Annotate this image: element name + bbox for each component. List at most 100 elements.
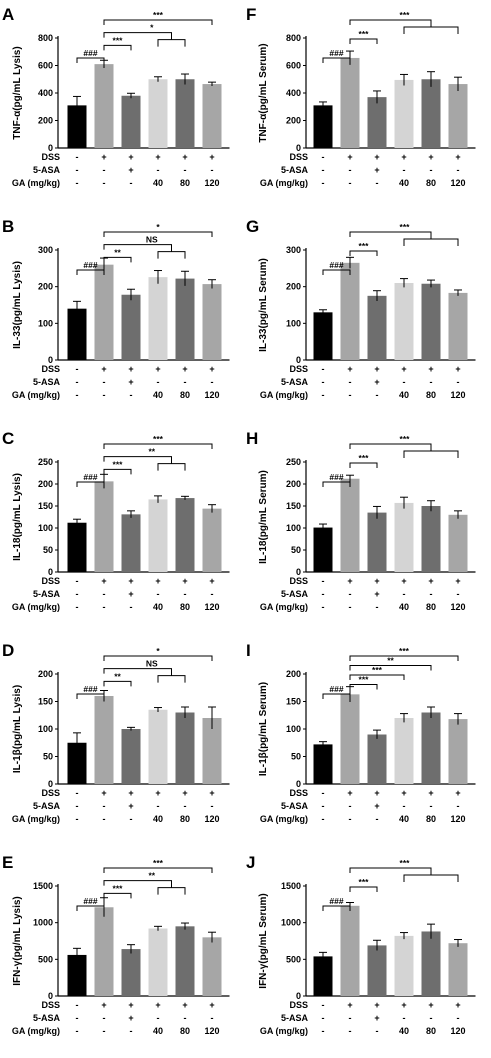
bar (448, 84, 468, 148)
significance-label: *** (359, 453, 370, 463)
y-tick-label: 0 (48, 567, 53, 577)
group-row-value: 40 (153, 390, 163, 400)
group-row-value: - (322, 1000, 325, 1010)
significance-bracket (103, 44, 132, 51)
bar (340, 905, 360, 996)
bar (148, 79, 168, 148)
group-row-value: + (128, 364, 133, 374)
group-row-value: + (128, 788, 133, 798)
y-tick-label: 200 (38, 669, 53, 679)
bar (94, 64, 114, 148)
y-tick-label: 150 (286, 697, 301, 707)
bar (67, 522, 87, 572)
significance-label: ### (329, 472, 343, 482)
group-row-value: 120 (204, 1026, 219, 1036)
group-row-value: - (322, 1013, 325, 1023)
bar (94, 696, 114, 784)
bar (367, 512, 387, 572)
panel-letter: F (246, 5, 256, 24)
group-row-value: 40 (153, 178, 163, 188)
group-row-label: GA (mg/kg) (12, 1026, 60, 1036)
group-row-value: + (374, 801, 379, 811)
group-row-label: 5-ASA (281, 165, 309, 175)
significance-bracket (322, 269, 351, 275)
group-row-value: - (376, 814, 379, 824)
panel-letter: J (246, 853, 255, 872)
group-row-value: + (128, 1000, 133, 1010)
group-row-label: DSS (289, 576, 308, 586)
bar (175, 498, 195, 572)
group-row-value: + (209, 152, 214, 162)
group-row-value: - (130, 390, 133, 400)
bar (394, 718, 414, 784)
significance-label: ### (329, 684, 343, 694)
significance-label: *** (400, 222, 411, 232)
group-row-value: 120 (450, 390, 465, 400)
group-row-value: + (128, 165, 133, 175)
group-row-label: DSS (41, 152, 60, 162)
significance-bracket (103, 443, 213, 449)
group-row-value: + (101, 152, 106, 162)
group-row-label: DSS (41, 1000, 60, 1010)
bar (67, 742, 87, 784)
significance-bracket (76, 269, 105, 275)
group-row-label: 5-ASA (33, 589, 61, 599)
group-row-value: + (455, 576, 460, 586)
group-row-value: - (322, 602, 325, 612)
bar (313, 956, 333, 996)
group-row-value: + (155, 788, 160, 798)
group-row-value: - (76, 364, 79, 374)
group-row-label: 5-ASA (281, 801, 309, 811)
group-row-label: GA (mg/kg) (12, 814, 60, 824)
group-row-value: - (457, 801, 460, 811)
group-row-label: DSS (289, 788, 308, 798)
group-row-label: GA (mg/kg) (260, 602, 308, 612)
group-row-value: - (457, 1013, 460, 1023)
group-row-value: + (428, 364, 433, 374)
group-row-value: - (349, 165, 352, 175)
group-row-value: 120 (204, 602, 219, 612)
bar (121, 514, 141, 572)
group-row-value: - (76, 788, 79, 798)
bar (394, 935, 414, 996)
significance-bracket (349, 886, 378, 892)
significance-label: NS (146, 659, 158, 669)
group-row-value: - (322, 788, 325, 798)
significance-label: *** (400, 858, 411, 868)
group-row-value: + (155, 576, 160, 586)
bar (421, 283, 441, 360)
bar (367, 295, 387, 360)
group-row-value: - (76, 1013, 79, 1023)
group-row-value: - (157, 165, 160, 175)
group-row-value: - (430, 165, 433, 175)
bar (148, 928, 168, 996)
group-row-value: 80 (180, 390, 190, 400)
group-row-value: 80 (426, 814, 436, 824)
group-row-value: + (347, 576, 352, 586)
significance-label: ** (114, 671, 121, 681)
significance-bracket (349, 655, 459, 661)
group-row-value: - (322, 814, 325, 824)
group-row-value: - (103, 165, 106, 175)
bar (448, 943, 468, 996)
significance-label: ### (83, 684, 97, 694)
group-row-label: 5-ASA (33, 801, 61, 811)
bar (202, 84, 222, 148)
group-row-value: - (76, 165, 79, 175)
bar (421, 506, 441, 572)
significance-bracket (103, 867, 213, 873)
significance-label: *** (153, 434, 164, 444)
panel-i: IIL-1β(pg/mL Serum)050100150200###******… (246, 641, 476, 824)
group-row-value: + (128, 801, 133, 811)
group-row-value: - (349, 178, 352, 188)
group-row-value: 80 (426, 390, 436, 400)
group-row-value: - (157, 1013, 160, 1023)
group-row-value: - (76, 152, 79, 162)
y-axis-label: IL-18(pg/mL Lysis) (12, 473, 23, 561)
group-row-value: + (428, 788, 433, 798)
group-row-value: - (322, 364, 325, 374)
significance-bracket (349, 462, 378, 468)
significance-bracket (349, 19, 432, 27)
bar (175, 926, 195, 996)
